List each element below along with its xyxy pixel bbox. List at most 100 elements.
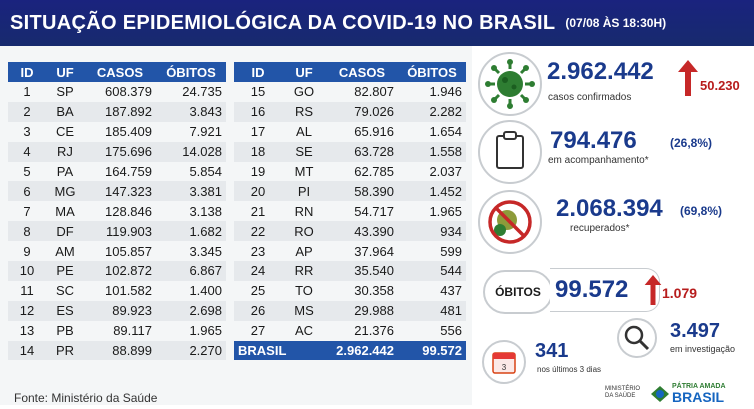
cell-uf: RR [282, 261, 326, 281]
cell-obitos: 1.452 [398, 181, 466, 202]
table-row: 18 SE 63.728 1.558 [234, 141, 466, 162]
magnifier-icon [624, 325, 650, 351]
cell-casos: 37.964 [354, 243, 394, 259]
table-row: 2 BA 187.892 3.843 [8, 101, 226, 122]
slogan-text: PÁTRIA AMADA [672, 383, 726, 390]
up-arrow-icon [678, 60, 698, 96]
virus-icon [485, 59, 535, 109]
cell-uf: MT [294, 164, 314, 179]
table-row: 19 MT 62.785 2.037 [234, 162, 466, 182]
cell-casos: 30.358 [354, 283, 394, 299]
cell-uf: MS [282, 300, 326, 321]
cell-obitos: 544 [398, 261, 466, 281]
cell-casos: 65.916 [354, 124, 394, 140]
table-row: 7 MA 128.846 3.138 [8, 201, 226, 221]
table-row: 16 RS 79.026 2.282 [234, 101, 466, 122]
confirmed-value: 2.962.442 [547, 58, 654, 85]
table-row: 15 GO 82.807 1.946 [234, 82, 466, 102]
cell-uf: TO [295, 283, 313, 299]
cell-casos: 43.390 [326, 221, 398, 242]
cell-uf: SE [282, 141, 326, 162]
cell-casos: 105.857 [105, 243, 152, 259]
cell-uf: CE [55, 124, 75, 140]
cell-casos: 164.759 [105, 164, 152, 179]
brasil-obitos: 99.572 [398, 340, 466, 361]
cell-uf: BA [46, 101, 84, 122]
cell-id: 6 [8, 181, 46, 202]
clipboard-icon [496, 131, 524, 169]
cell-id: 17 [250, 124, 266, 140]
cell-obitos: 1.558 [398, 141, 466, 162]
cell-casos: 128.846 [105, 203, 152, 219]
cell-obitos: 2.037 [429, 164, 462, 179]
cell-obitos: 556 [440, 323, 462, 339]
cell-casos: 58.390 [326, 181, 398, 202]
table-row: 26 MS 29.988 481 [234, 300, 466, 321]
confirmed-label: casos confirmados [548, 92, 632, 103]
table-row: 1 SP 608.379 24.735 [8, 82, 226, 102]
cell-obitos: 1.946 [429, 84, 462, 100]
cell-obitos: 437 [440, 283, 462, 299]
table-row: 10 PE 102.872 6.867 [8, 261, 226, 281]
cell-casos: 89.923 [84, 300, 156, 321]
cell-uf: SP [56, 84, 74, 100]
col-casos: CASOS [84, 62, 156, 82]
cell-uf: SC [55, 283, 75, 299]
col-obitos: ÓBITOS [398, 62, 466, 82]
cell-uf: DF [46, 221, 84, 242]
deaths-value: 99.572 [555, 276, 629, 303]
cell-casos: 101.582 [105, 283, 152, 299]
table-row: 25 TO 30.358 437 [234, 281, 466, 301]
table-row: 6 MG 147.323 3.381 [8, 181, 226, 202]
monitoring-value: 794.476 [550, 127, 637, 154]
confirmed-card [544, 58, 744, 106]
monitoring-pct: (26,8%) [670, 136, 713, 150]
cell-obitos: 7.921 [189, 124, 222, 140]
table-row: 4 RJ 175.696 14.028 [8, 141, 226, 162]
cell-id: 7 [23, 203, 31, 219]
calendar-icon: 3 [492, 352, 516, 374]
cell-id: 11 [20, 283, 34, 299]
states-table-left: ID UF CASOS ÓBITOS 1 SP 608.379 24.735 2 BA 18… [8, 62, 226, 361]
col-casos: CASOS [326, 62, 398, 82]
cell-casos: 119.903 [84, 221, 156, 242]
confirmed-increase: 50.230 [700, 78, 740, 93]
cell-id: 9 [23, 243, 31, 259]
cell-id: 21 [250, 203, 266, 219]
cell-obitos: 14.028 [156, 141, 226, 162]
cell-obitos: 1.682 [156, 221, 226, 242]
table-row: 5 PA 164.759 5.854 [8, 162, 226, 182]
cell-id: 13 [19, 323, 35, 339]
cell-obitos: 934 [398, 221, 466, 242]
cell-casos: 63.728 [326, 141, 398, 162]
cell-obitos: 6.867 [156, 261, 226, 281]
cell-uf: AL [296, 124, 312, 140]
col-uf: UF [46, 62, 84, 82]
clipboard-icon-circle [478, 120, 542, 184]
up-arrow-icon [644, 275, 662, 305]
cell-casos: 21.376 [354, 323, 394, 339]
cell-obitos: 3.381 [156, 181, 226, 202]
deaths-increase: 1.079 [662, 285, 698, 301]
cell-id: 15 [250, 84, 266, 100]
cell-uf: GO [293, 84, 315, 100]
cell-id: 2 [8, 101, 46, 122]
cell-uf: AC [294, 323, 314, 339]
cell-uf: MG [46, 181, 84, 202]
cell-obitos: 1.965 [189, 323, 222, 339]
header-banner: SITUAÇÃO EPIDEMIOLÓGICA DA COVID-19 NO B… [0, 0, 754, 46]
cell-casos: 147.323 [84, 181, 156, 202]
cell-obitos: 599 [440, 243, 462, 259]
cell-uf: PA [56, 164, 74, 179]
cell-id: 19 [250, 164, 266, 179]
monitoring-label: em acompanhamento* [548, 155, 649, 166]
investigation-value: 3.497 [670, 320, 721, 342]
cell-uf: RS [282, 101, 326, 122]
deaths-label-pill: ÓBITOS [483, 270, 553, 314]
investigation-label: em investigação [670, 344, 736, 354]
magnifier-icon-circle [617, 318, 657, 358]
cell-id: 27 [250, 323, 266, 339]
cell-id: 26 [234, 300, 282, 321]
cell-casos: 29.988 [326, 300, 398, 321]
cell-id: 16 [234, 101, 282, 122]
